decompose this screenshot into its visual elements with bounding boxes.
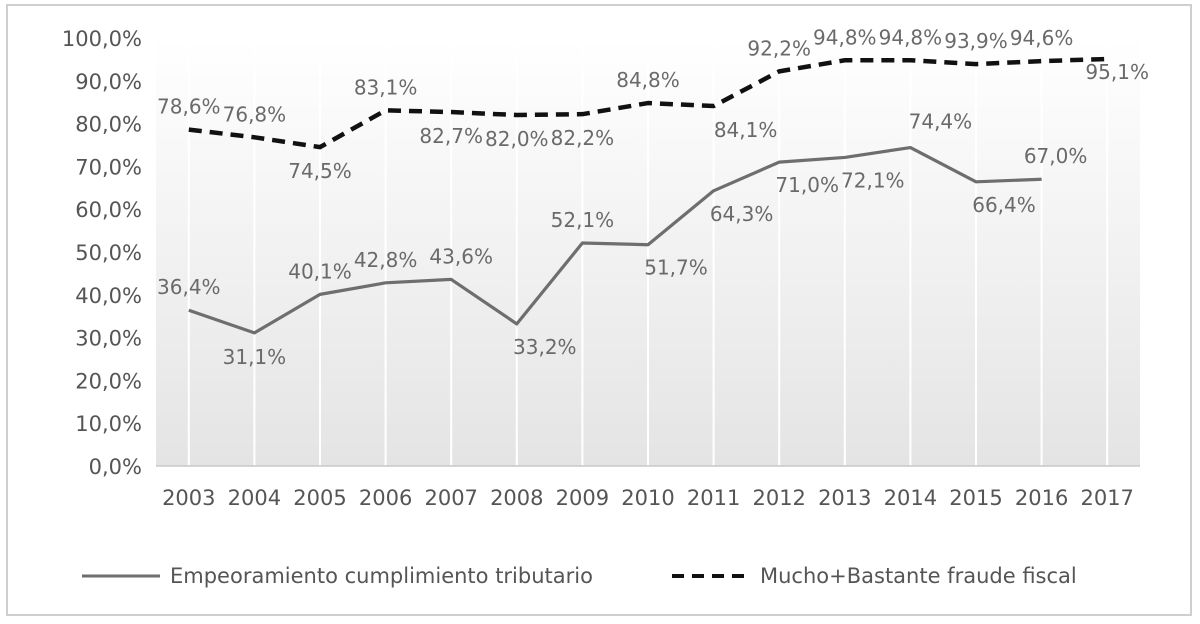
data-label-fraude: 82,0% (485, 127, 549, 151)
series-lines (188, 56, 1108, 335)
data-label-empeoramiento: 31,1% (223, 345, 287, 369)
y-tick-label: 60,0% (75, 198, 142, 222)
grid-lines (156, 38, 1140, 467)
legend-label-empeoramiento: Empeoramiento cumplimiento tributario (170, 564, 593, 588)
data-label-fraude: 82,7% (419, 124, 483, 148)
x-tick-label: 2006 (359, 486, 412, 510)
data-label-empeoramiento: 64,3% (710, 202, 774, 226)
data-label-fraude: 82,2% (551, 126, 615, 150)
data-label-empeoramiento: 52,1% (551, 208, 615, 232)
data-label-empeoramiento: 42,8% (354, 248, 418, 272)
y-tick-label: 50,0% (75, 241, 142, 265)
x-tick-label: 2009 (556, 486, 609, 510)
data-label-empeoramiento: 74,4% (909, 110, 973, 134)
data-label-empeoramiento: 40,1% (288, 259, 352, 283)
x-tick-label: 2004 (228, 486, 281, 510)
y-tick-label: 0,0% (89, 455, 142, 479)
x-tick-label: 2005 (293, 486, 346, 510)
series-line-fraude (188, 56, 1108, 150)
data-label-fraude: 92,2% (747, 36, 811, 60)
legend: Empeoramiento cumplimiento tributario Mu… (82, 564, 1077, 588)
data-label-empeoramiento: 72,1% (841, 168, 905, 192)
data-label-empeoramiento: 33,2% (513, 335, 577, 359)
data-label-fraude: 84,8% (616, 68, 680, 92)
data-labels: 36,4% 31,1% 40,1% 42,8% 43,6% 33,2% 52,1% 51,7%… (157, 25, 1149, 369)
data-label-fraude: 78,6% (157, 95, 221, 119)
x-tick-label: 2013 (818, 486, 871, 510)
data-label-fraude: 94,6% (1010, 26, 1074, 50)
x-tick-label: 2007 (424, 486, 477, 510)
x-tick-label: 2014 (884, 486, 937, 510)
x-tick-label: 2016 (1015, 486, 1068, 510)
data-label-empeoramiento: 51,7% (644, 256, 708, 280)
data-label-fraude: 83,1% (354, 75, 418, 99)
data-label-fraude: 76,8% (223, 102, 287, 126)
x-tick-label: 2012 (752, 486, 805, 510)
y-tick-label: 40,0% (75, 284, 142, 308)
x-tick-label: 2011 (687, 486, 740, 510)
data-label-empeoramiento: 43,6% (429, 244, 493, 268)
x-tick-label: 2017 (1080, 486, 1133, 510)
y-tick-label: 90,0% (75, 70, 142, 94)
x-tick-label: 2015 (949, 486, 1002, 510)
y-tick-label: 80,0% (75, 113, 142, 137)
y-axis-ticks: 0,0% 10,0% 20,0% 30,0% 40,0% 50,0% 60,0% 70,0% 8… (62, 27, 142, 479)
x-tick-label: 2008 (490, 486, 543, 510)
y-tick-label: 30,0% (75, 327, 142, 351)
data-label-empeoramiento: 71,0% (775, 173, 839, 197)
x-axis-ticks: 2003 2004 2005 2006 2007 2008 2009 2010 2011 2012… (162, 486, 1134, 510)
data-label-fraude: 93,9% (944, 29, 1008, 53)
data-label-fraude: 94,8% (813, 25, 877, 49)
y-tick-label: 100,0% (62, 27, 142, 51)
y-tick-label: 10,0% (75, 412, 142, 436)
series-line-empeoramiento (188, 145, 1042, 335)
y-tick-label: 70,0% (75, 155, 142, 179)
data-label-fraude: 84,1% (714, 118, 778, 142)
data-label-fraude: 94,8% (879, 25, 943, 49)
x-tick-label: 2010 (621, 486, 674, 510)
data-label-fraude: 95,1% (1085, 60, 1149, 84)
data-label-empeoramiento: 36,4% (157, 275, 221, 299)
legend-label-fraude: Mucho+Bastante fraude fiscal (760, 564, 1077, 588)
x-tick-label: 2003 (162, 486, 215, 510)
data-label-empeoramiento: 66,4% (972, 193, 1036, 217)
y-tick-label: 20,0% (75, 369, 142, 393)
data-label-empeoramiento: 67,0% (1024, 144, 1088, 168)
data-label-fraude: 74,5% (288, 159, 352, 183)
